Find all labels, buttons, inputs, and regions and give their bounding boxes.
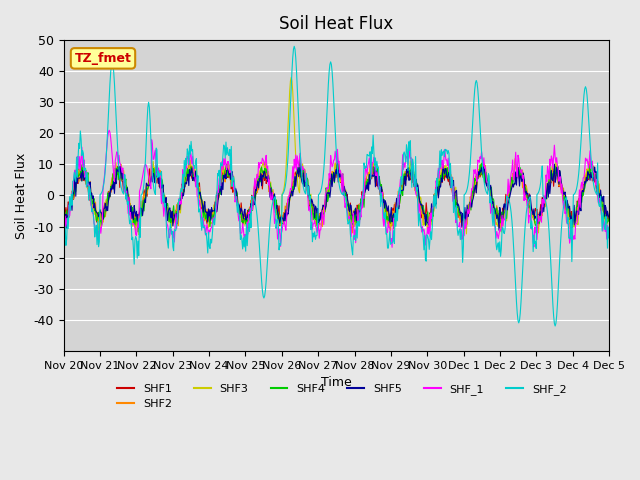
Title: Soil Heat Flux: Soil Heat Flux [279,15,394,33]
SHF2 [349,230,356,236]
SHF_2 [419,234,427,240]
Line: SHF_1: SHF_1 [63,130,609,247]
SHF4 [182,174,189,180]
SHF1 [60,212,67,218]
SHF_1 [388,244,396,250]
SHF5 [70,191,77,197]
SHF4 [60,223,67,228]
SHF_1 [127,210,134,216]
SHF_1 [211,214,218,220]
SHF2 [605,214,613,220]
SHF4 [605,218,613,224]
SHF_2 [551,323,559,329]
SHF3 [420,219,428,225]
SHF4 [211,206,218,212]
SHF2 [126,206,134,212]
SHF3 [211,214,218,219]
SHF_1 [404,162,412,168]
SHF3 [126,196,134,202]
SHF_2 [403,146,411,152]
SHF2 [60,216,67,222]
SHF4 [333,154,341,160]
SHF1 [403,169,411,175]
SHF3 [605,218,613,224]
SHF3 [182,168,189,174]
SHF4 [70,190,77,195]
SHF4 [404,166,412,171]
SHF_2 [126,221,134,227]
SHF1 [126,202,134,207]
Line: SHF2: SHF2 [63,161,609,233]
SHF1 [70,196,77,202]
SHF5 [403,170,411,176]
Line: SHF3: SHF3 [63,77,609,235]
SHF4 [126,207,134,213]
SHF5 [419,211,427,216]
SHF5 [181,180,189,186]
SHF4 [134,229,142,235]
SHF_1 [70,178,77,184]
Line: SHF_2: SHF_2 [63,47,609,326]
SHF1 [605,215,613,220]
Line: SHF5: SHF5 [63,160,609,230]
SHF3 [70,177,77,182]
SHF1 [210,205,218,211]
SHF_2 [60,239,67,245]
Line: SHF4: SHF4 [63,157,609,232]
SHF_1 [605,231,613,237]
SHF2 [586,158,593,164]
SHF3 [135,232,143,238]
SHF_1 [106,127,113,133]
SHF5 [60,225,67,230]
SHF3 [404,166,412,171]
Line: SHF1: SHF1 [63,162,609,228]
SHF2 [210,211,218,216]
SHF2 [403,169,411,175]
Legend: SHF1, SHF2, SHF3, SHF4, SHF5, SHF_1, SHF_2: SHF1, SHF2, SHF3, SHF4, SHF5, SHF_1, SHF… [113,379,571,414]
SHF3 [287,74,295,80]
SHF5 [495,228,503,233]
SHF5 [210,208,218,214]
SHF3 [60,217,67,223]
SHF_2 [210,216,218,221]
Text: TZ_fmet: TZ_fmet [74,52,131,65]
SHF_1 [420,227,428,232]
SHF5 [333,157,341,163]
SHF4 [420,208,428,214]
SHF_2 [70,178,77,183]
SHF_1 [182,164,189,169]
SHF_2 [181,174,189,180]
SHF5 [126,202,134,208]
SHF_2 [291,44,298,49]
Y-axis label: Soil Heat Flux: Soil Heat Flux [15,152,28,239]
SHF2 [419,220,427,226]
SHF2 [181,167,189,172]
SHF1 [218,159,226,165]
SHF1 [419,203,427,209]
SHF5 [605,216,613,221]
SHF_2 [605,235,613,241]
X-axis label: Time: Time [321,376,352,389]
SHF_1 [60,234,67,240]
SHF2 [70,196,77,202]
SHF1 [566,226,574,231]
SHF1 [181,184,189,190]
